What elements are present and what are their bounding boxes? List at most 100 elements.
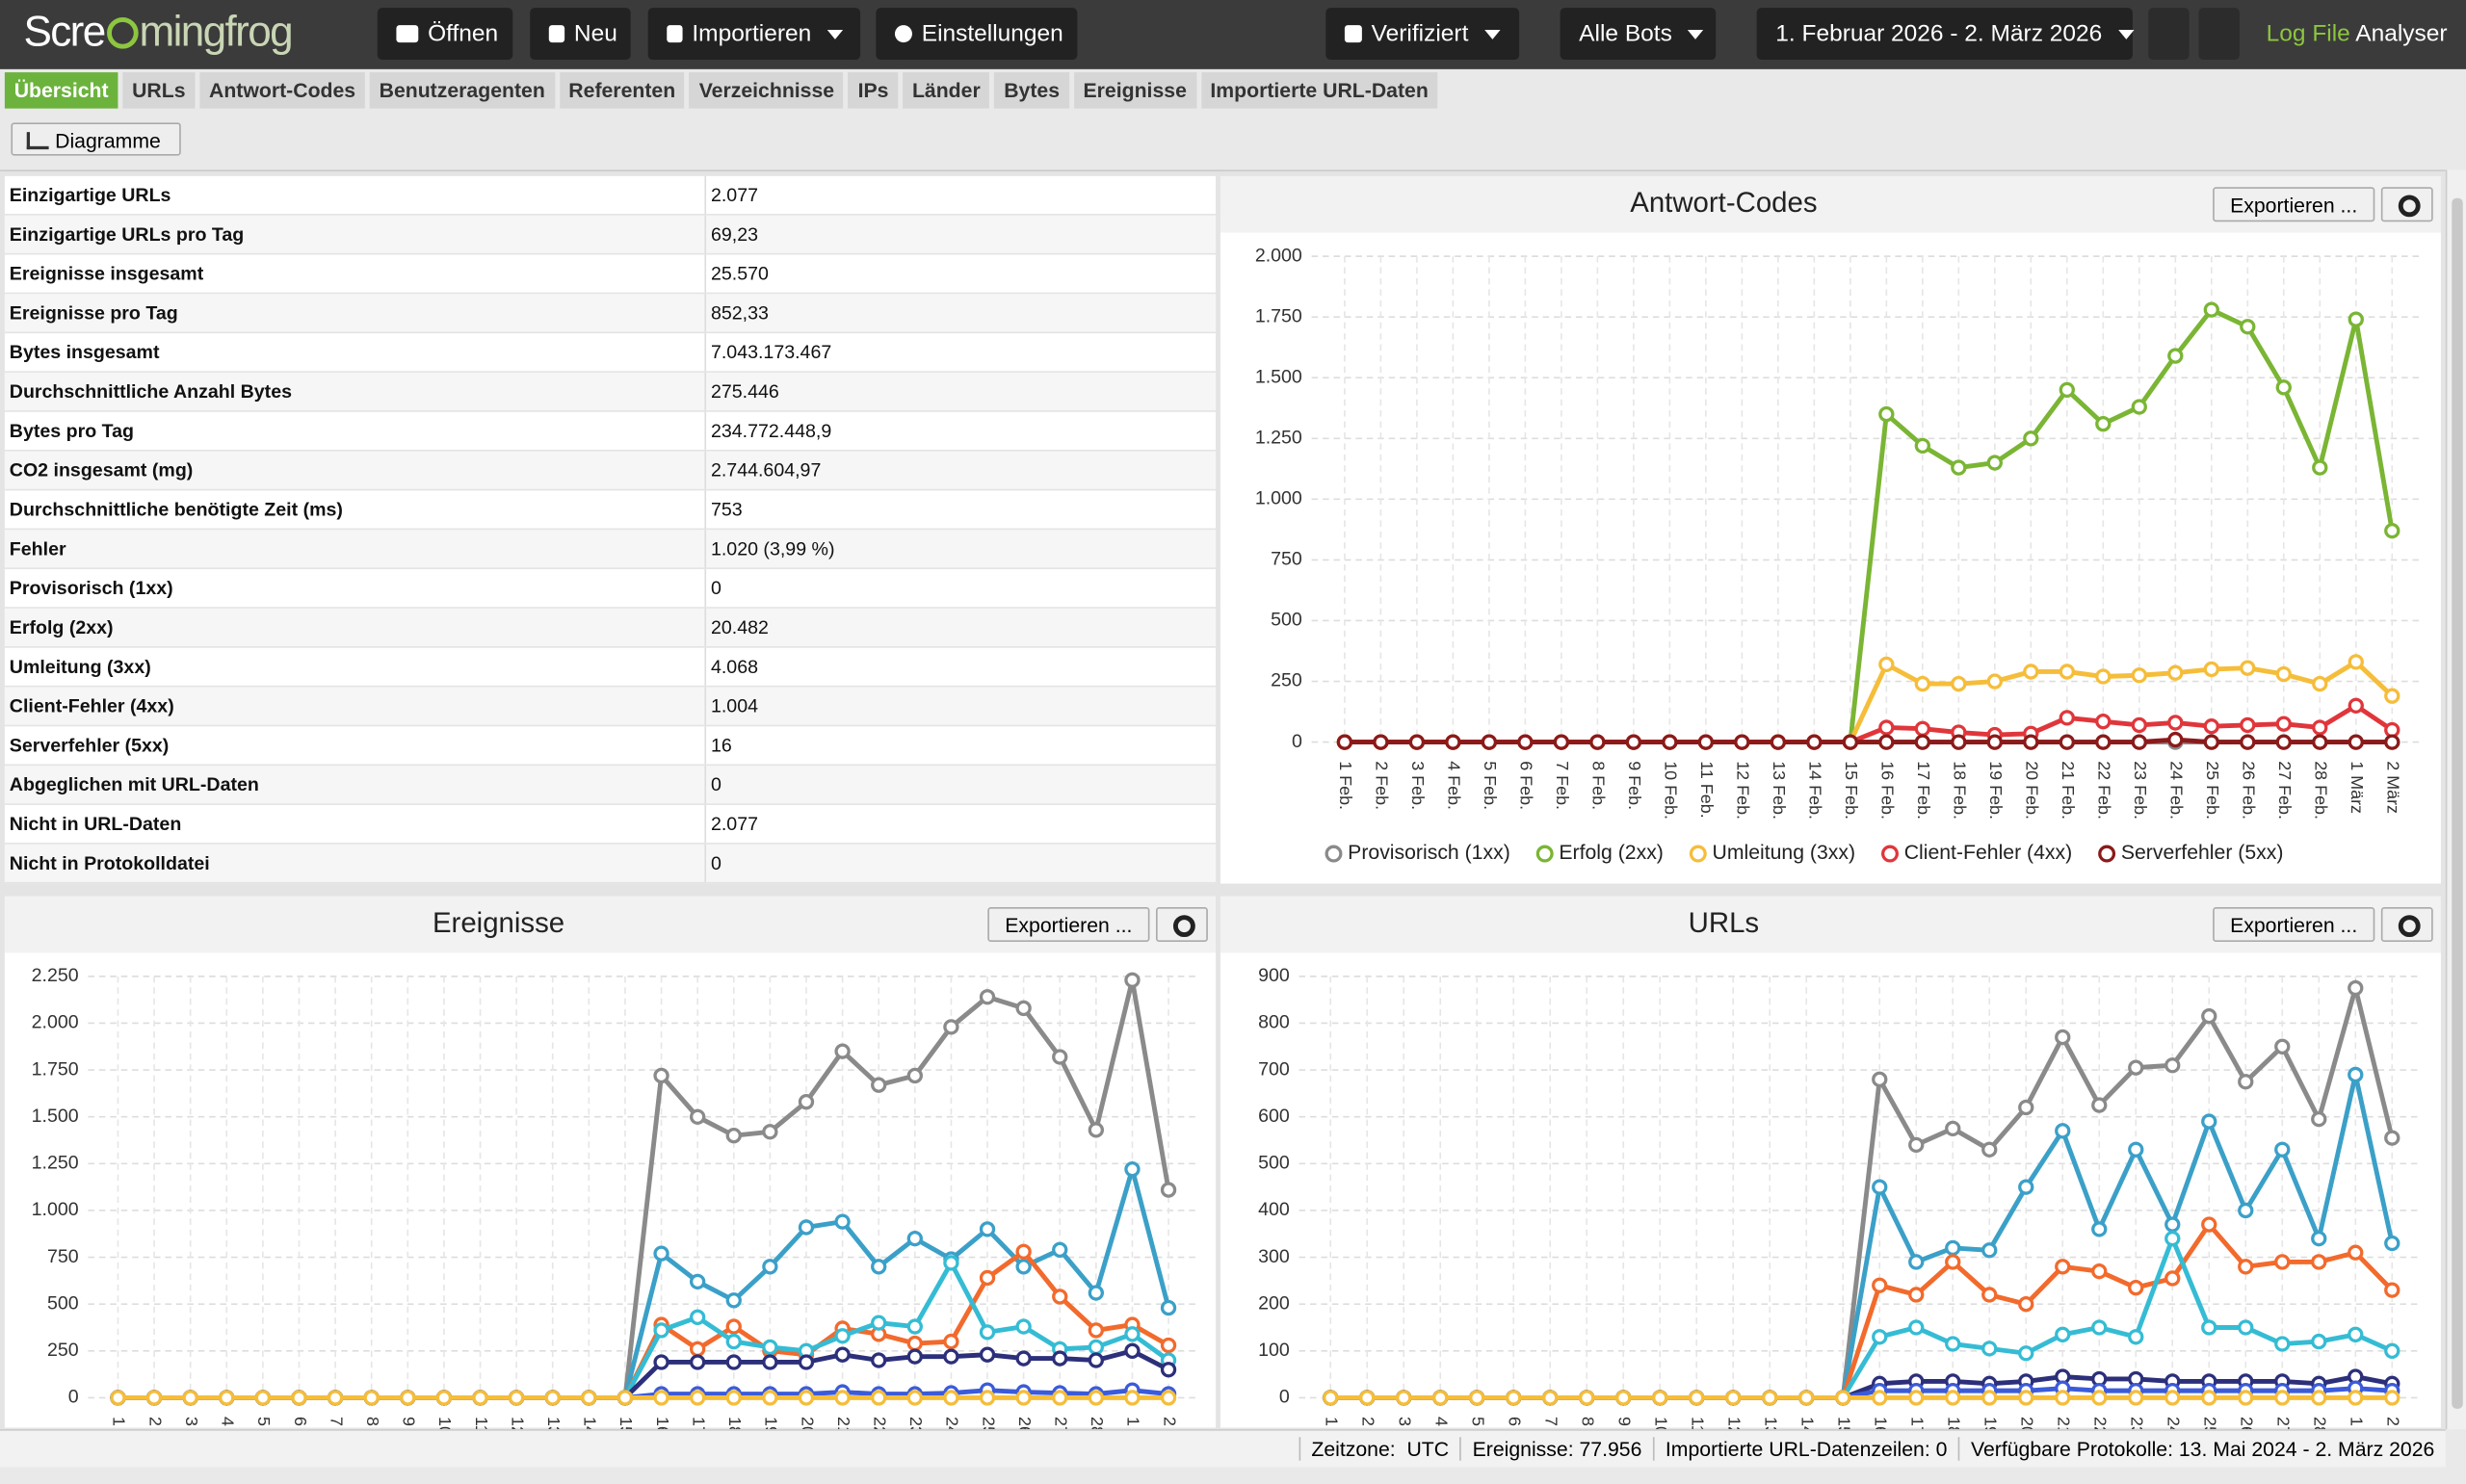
x-tick-label: 17 Feb.: [1914, 761, 1933, 820]
data-point: [2384, 1235, 2400, 1252]
tab[interactable]: Ereignisse: [1073, 72, 1196, 109]
x-tick-label: 15 Feb.: [1842, 761, 1861, 820]
scrollbar[interactable]: [2445, 169, 2466, 1430]
data-point: [2095, 734, 2112, 750]
table-cell: 275.446: [705, 372, 1217, 412]
tab[interactable]: Verzeichnisse: [689, 72, 844, 109]
tab[interactable]: Übersicht: [4, 72, 118, 109]
data-point: [834, 1328, 851, 1344]
data-point: [1445, 734, 1461, 750]
import-button[interactable]: Importieren: [647, 8, 861, 61]
logo: Scre mingfrog: [23, 8, 293, 57]
data-point: [2059, 734, 2075, 750]
export-button[interactable]: Exportieren ...: [2213, 187, 2375, 222]
settings-gear[interactable]: [1156, 907, 1208, 942]
data-point: [1806, 734, 1823, 750]
table-row: Client-Fehler (4xx) 1.004: [4, 686, 1217, 727]
x-tick-label: 14 Feb.: [1806, 761, 1825, 820]
table-cell: 1.004: [705, 686, 1217, 727]
data-point: [1951, 459, 1967, 476]
data-point: [2091, 1390, 2108, 1406]
x-tick-label: 7 Feb.: [1553, 761, 1572, 810]
tab[interactable]: Länder: [903, 72, 990, 109]
open-button[interactable]: Öffnen: [377, 8, 513, 61]
tab[interactable]: Importierte URL-Daten: [1200, 72, 1438, 109]
table-cell: Client-Fehler (4xx): [4, 686, 707, 727]
data-point: [1908, 1136, 1925, 1154]
x-tick-label: 3 Feb.: [1408, 761, 1428, 810]
bots-filter[interactable]: Alle Bots: [1560, 8, 1717, 61]
data-point: [2018, 1099, 2034, 1116]
table-cell: Einzigartige URLs pro Tag: [4, 214, 707, 255]
prev-button[interactable]: [2148, 8, 2190, 61]
data-point: [1015, 1390, 1032, 1406]
data-point: [762, 1124, 778, 1140]
data-point: [1878, 656, 1895, 673]
data-point: [943, 1255, 959, 1271]
data-point: [1725, 1390, 1742, 1406]
export-button[interactable]: Exportieren ...: [987, 907, 1150, 942]
data-point: [1160, 1362, 1177, 1378]
data-point: [1160, 1182, 1177, 1198]
data-point: [2311, 1333, 2327, 1350]
y-tick-label: 250: [1271, 670, 1302, 691]
data-point: [906, 1318, 923, 1335]
data-point: [2311, 1390, 2327, 1406]
legend-marker: [2098, 845, 2116, 863]
settings-gear[interactable]: [2380, 907, 2433, 942]
y-tick-label: 1.250: [32, 1153, 79, 1174]
data-point: [943, 1333, 959, 1350]
label: Verifiziert: [1371, 20, 1469, 47]
tab[interactable]: IPs: [848, 72, 899, 109]
x-tick-label: 8: [1578, 1417, 1597, 1426]
tab[interactable]: Antwort-Codes: [199, 72, 365, 109]
tab[interactable]: URLs: [122, 72, 196, 109]
data-point: [906, 1390, 923, 1406]
table-cell: Umleitung (3xx): [4, 646, 707, 688]
table-cell: Durchschnittliche benötigte Zeit (ms): [4, 489, 707, 531]
data-point: [1517, 734, 1534, 750]
y-tick-label: 500: [1271, 610, 1302, 631]
export-button[interactable]: Exportieren ...: [2213, 907, 2375, 942]
y-tick-label: 400: [1258, 1199, 1290, 1220]
data-point: [1689, 1390, 1705, 1406]
y-tick-label: 300: [1258, 1246, 1290, 1267]
data-point: [834, 1390, 851, 1406]
tab[interactable]: Referenten: [559, 72, 685, 109]
data-point: [1323, 1390, 1339, 1406]
data-point: [979, 1346, 996, 1363]
data-point: [1981, 1341, 1998, 1357]
data-point: [2238, 1259, 2254, 1275]
date-filter[interactable]: 1. Februar 2026 - 2. März 2026: [1756, 8, 2134, 61]
new-button[interactable]: Neu: [530, 8, 631, 61]
data-point: [1469, 1390, 1485, 1406]
data-point: [943, 1390, 959, 1406]
table-cell: Ereignisse pro Tag: [4, 293, 707, 334]
data-point: [1842, 734, 1859, 750]
table-cell: 0: [705, 765, 1217, 805]
table-row: Nicht in URL-Daten 2.077: [4, 804, 1217, 845]
data-point: [2128, 1059, 2144, 1076]
verified-filter[interactable]: Verifiziert: [1325, 8, 1520, 61]
data-point: [2128, 1329, 2144, 1345]
data-point: [2018, 1345, 2034, 1362]
y-tick-label: 1.750: [1255, 305, 1302, 326]
table-row: Serverfehler (5xx) 16: [4, 725, 1217, 767]
data-point: [1579, 1390, 1595, 1406]
table-cell: Nicht in Protokolldatei: [4, 843, 707, 884]
tab[interactable]: Bytes: [994, 72, 1069, 109]
data-point: [2384, 1390, 2400, 1406]
x-tick-label: 1: [1322, 1417, 1341, 1426]
data-point: [581, 1390, 597, 1406]
data-point: [2238, 1390, 2254, 1406]
table-row: CO2 insgesamt (mg) 2.744.604,97: [4, 450, 1217, 491]
tab[interactable]: Benutzeragenten: [369, 72, 555, 109]
table-cell: 69,23: [705, 214, 1217, 255]
data-point: [2275, 379, 2292, 396]
next-button[interactable]: [2198, 8, 2240, 61]
settings-gear[interactable]: [2380, 187, 2433, 222]
y-tick-label: 250: [47, 1340, 79, 1361]
diagram-button[interactable]: Diagramme: [11, 122, 181, 156]
data-point: [1878, 734, 1895, 750]
settings-button[interactable]: Einstellungen: [876, 8, 1078, 61]
